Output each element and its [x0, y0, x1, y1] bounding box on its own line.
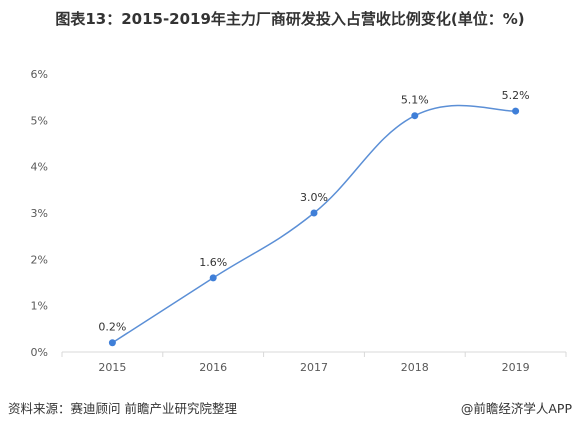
y-tick-label: 1%: [31, 300, 48, 313]
x-tick-label: 2015: [98, 361, 126, 374]
y-tick-label: 2%: [31, 253, 48, 266]
x-tick-label: 2019: [502, 361, 530, 374]
data-point: [512, 107, 520, 115]
data-point: [108, 339, 116, 347]
data-point: [411, 112, 419, 120]
data-point: [310, 209, 318, 217]
y-tick-label: 0%: [31, 346, 48, 359]
data-label: 3.0%: [300, 191, 328, 204]
credit-note: @前瞻经济学人APP: [460, 401, 572, 416]
x-tick-label: 2017: [300, 361, 328, 374]
y-tick-label: 6%: [31, 68, 48, 81]
y-tick-label: 4%: [31, 161, 48, 174]
x-tick-label: 2018: [401, 361, 429, 374]
series-line: [111, 104, 516, 344]
data-label: 1.6%: [199, 256, 227, 269]
data-label: 5.2%: [502, 89, 530, 102]
data-point: [209, 274, 217, 282]
y-tick-label: 3%: [31, 207, 48, 220]
data-label: 5.1%: [401, 94, 429, 107]
y-tick-label: 5%: [31, 114, 48, 127]
chart-title: 图表13：2015-2019年主力厂商研发投入占营收比例变化(单位：%): [55, 10, 525, 28]
source-note: 资料来源：赛迪顾问 前瞻产业研究院整理: [8, 401, 237, 416]
x-tick-label: 2016: [199, 361, 227, 374]
data-label: 0.2%: [98, 321, 126, 334]
